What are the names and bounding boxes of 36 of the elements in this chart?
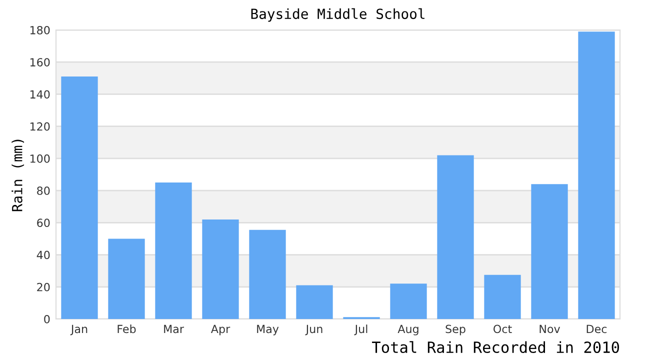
y-tick-label: 80 <box>37 186 50 195</box>
x-tick-label: Apr <box>210 324 230 336</box>
x-tick-label: Jun <box>305 324 322 336</box>
x-axis-title: Total Rain Recorded in 2010 <box>372 341 620 354</box>
y-tick-label: 140 <box>30 90 50 99</box>
chart-title: Bayside Middle School <box>251 8 424 22</box>
bar <box>108 238 145 319</box>
x-tick-label: Mar <box>164 324 184 334</box>
x-tick-label: Aug <box>398 324 418 336</box>
x-tick-label: Sep <box>446 324 466 336</box>
bar <box>296 285 333 319</box>
y-tick-label: 60 <box>37 218 50 228</box>
x-tick-label: Dec <box>586 324 607 334</box>
x-tick-label: Nov <box>540 324 560 334</box>
bar <box>578 32 615 319</box>
bar <box>484 274 521 319</box>
bar <box>249 230 286 319</box>
x-tick-label: Feb <box>118 324 136 334</box>
y-tick-label: 20 <box>37 282 50 292</box>
y-axis-title: Rain (mm) <box>12 140 24 212</box>
y-tick-label: 160 <box>30 58 50 66</box>
x-tick-label: Jan <box>70 324 88 336</box>
bar <box>61 76 98 319</box>
bar <box>390 284 427 319</box>
bar <box>437 155 474 319</box>
y-tick-label: 180 <box>30 26 50 34</box>
y-tick-label: 100 <box>30 154 50 163</box>
x-tick-label: Jul <box>354 324 368 336</box>
bar <box>202 219 239 319</box>
y-tick-label: 40 <box>36 250 50 260</box>
bar <box>155 182 192 319</box>
y-tick-label: 120 <box>30 122 50 131</box>
bar <box>531 184 568 319</box>
x-tick-label: Oct <box>494 324 512 334</box>
y-tick-label: 0 <box>44 314 50 324</box>
x-tick-label: May <box>257 324 279 336</box>
